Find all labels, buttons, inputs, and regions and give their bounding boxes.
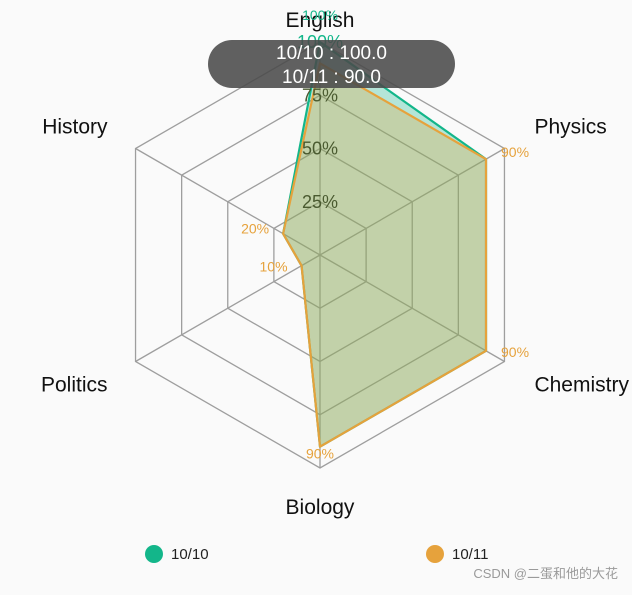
value-label-chemistry: 90% — [501, 344, 529, 360]
tooltip-box — [208, 40, 455, 88]
value-label-politics: 10% — [260, 259, 288, 275]
value-label-physics: 90% — [501, 144, 529, 160]
legend-label-10-10: 10/10 — [171, 545, 209, 563]
spoke-history — [135, 147, 321, 256]
value-label-history: 20% — [241, 221, 269, 237]
axis-label-physics: Physics — [534, 116, 606, 139]
spoke-chemistry — [319, 254, 505, 363]
value-label-english: 100% — [302, 7, 338, 23]
axis-label-english: English — [286, 9, 355, 32]
axis-label-biology: Biology — [286, 496, 355, 519]
axis-label-politics: Politics — [41, 374, 108, 397]
tooltip-line-2: 10/11 : 90.0 — [282, 67, 381, 88]
legend-swatch-10-10 — [145, 545, 163, 563]
axis-label-history: History — [42, 116, 108, 139]
level-label-50: 50% — [302, 139, 338, 159]
legend-swatch-10-11 — [426, 545, 444, 563]
value-label-biology: 90% — [306, 446, 334, 462]
legend-label-10-11: 10/11 — [452, 545, 489, 563]
spoke-physics — [319, 147, 505, 256]
spoke-politics — [135, 254, 321, 363]
tooltip-line-1: 10/10 : 100.0 — [276, 43, 387, 64]
level-label-75: 75% — [302, 85, 338, 105]
level-label-25: 25% — [302, 192, 338, 212]
axis-label-chemistry: Chemistry — [534, 374, 629, 397]
series-area-10-11[interactable] — [282, 62, 488, 448]
legend-item-10-11[interactable]: 10/11 — [426, 545, 488, 563]
legend-item-10-10[interactable]: 10/10 — [145, 545, 209, 563]
watermark: CSDN @二蛋和他的大花 — [473, 566, 618, 581]
